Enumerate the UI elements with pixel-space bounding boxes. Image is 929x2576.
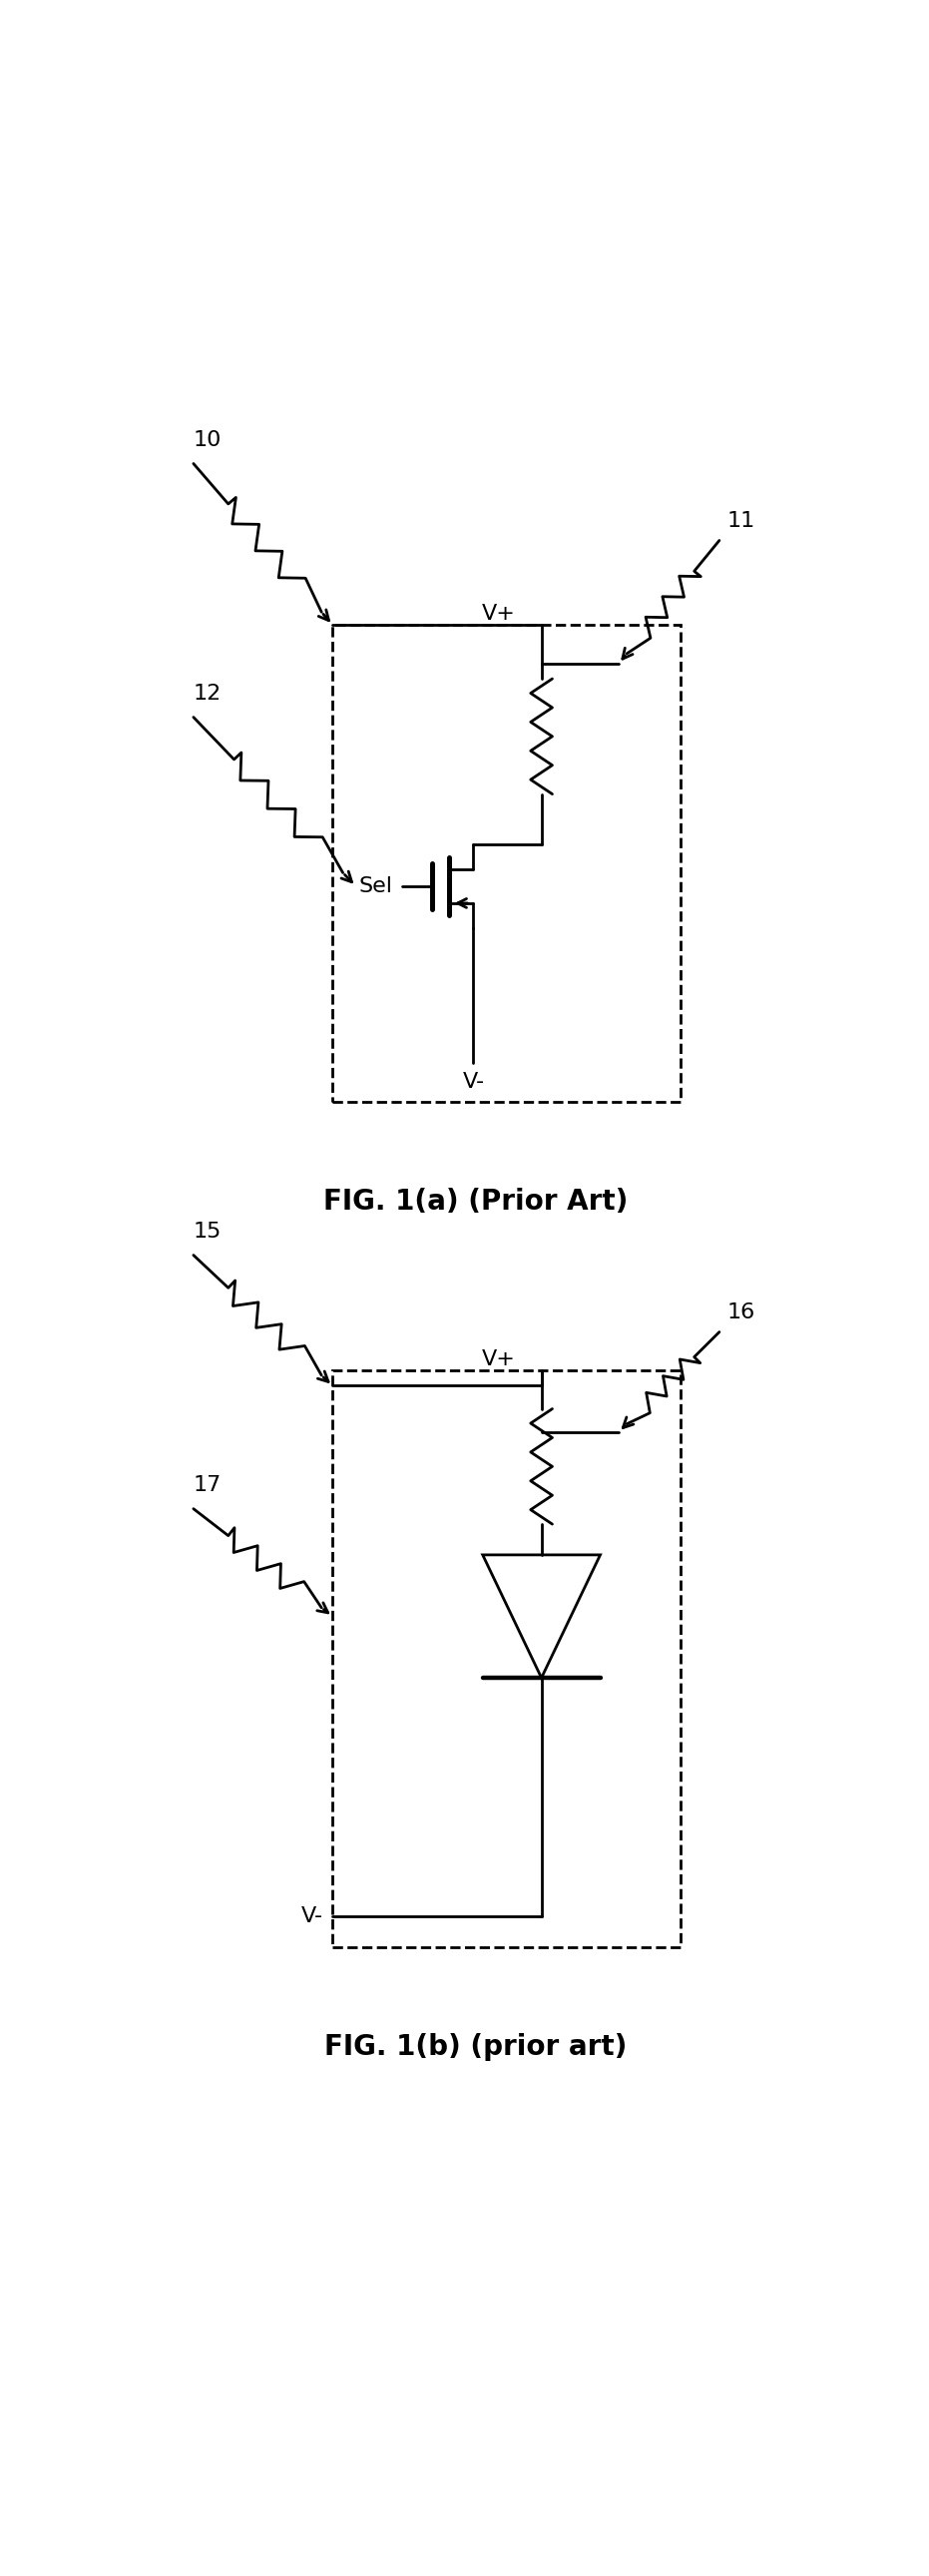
- Text: 15: 15: [193, 1221, 222, 1242]
- Text: V+: V+: [482, 1350, 516, 1368]
- Text: FIG. 1(a) (Prior Art): FIG. 1(a) (Prior Art): [323, 1188, 628, 1216]
- Text: 10: 10: [193, 430, 222, 451]
- Text: 17: 17: [193, 1476, 222, 1494]
- Text: 16: 16: [727, 1303, 755, 1324]
- Text: 11: 11: [727, 510, 755, 531]
- Text: 12: 12: [193, 683, 222, 703]
- Text: V+: V+: [482, 603, 516, 623]
- Text: V-: V-: [301, 1906, 323, 1927]
- Text: FIG. 1(b) (prior art): FIG. 1(b) (prior art): [324, 2032, 627, 2061]
- Text: V-: V-: [463, 1072, 484, 1092]
- Text: Sel: Sel: [359, 876, 393, 896]
